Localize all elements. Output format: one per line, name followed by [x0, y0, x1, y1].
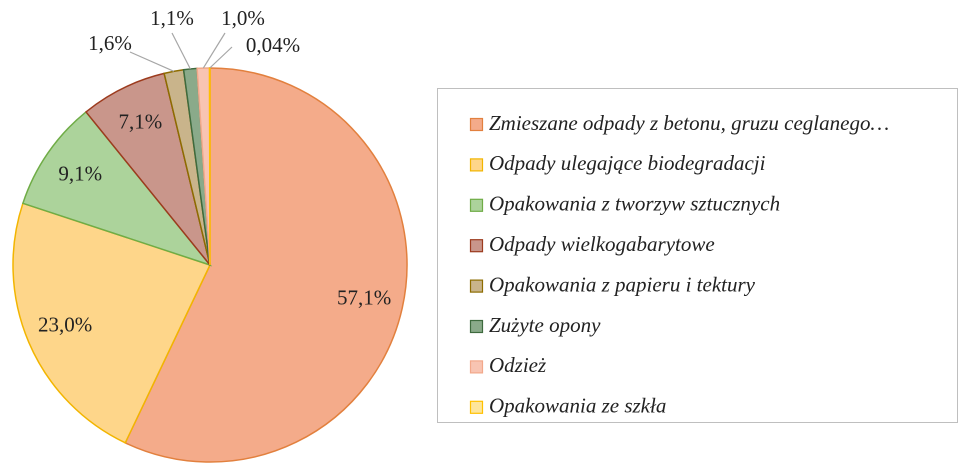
leader-line	[171, 32, 191, 70]
legend-marker	[469, 400, 484, 414]
legend-label: Zmieszane odpady z betonu, gruzu ceglane…	[489, 111, 889, 135]
legend-marker	[469, 198, 484, 212]
pie-slice	[21, 110, 213, 267]
legend-marker	[469, 158, 484, 172]
legend-label: Opakowania z tworzyw sztucznych	[489, 192, 780, 216]
legend-marker	[469, 239, 484, 253]
legend-marker	[469, 319, 484, 334]
data-label: 1,0%	[221, 6, 265, 30]
pie-slice	[12, 202, 212, 444]
leader-line	[209, 46, 233, 69]
leader-line	[129, 51, 175, 72]
pie-slice	[124, 67, 408, 463]
data-label: 1,6%	[88, 31, 132, 55]
legend-label: Opakowania ze szkła	[489, 394, 666, 418]
legend-label: Odpady wielkogabarytowe	[489, 232, 715, 256]
legend-label: Odzież	[489, 353, 546, 377]
data-label: 57,1%	[337, 286, 391, 310]
leader-line	[202, 32, 226, 69]
data-label: 23,0%	[38, 313, 92, 337]
legend-marker	[469, 360, 484, 374]
data-label: 1,1%	[150, 6, 194, 30]
legend-marker	[469, 117, 484, 132]
data-label: 0,04%	[246, 33, 300, 57]
data-label: 9,1%	[58, 161, 102, 185]
legend-label: Zużyte opony	[489, 313, 601, 337]
legend-marker	[469, 279, 484, 293]
legend-box	[437, 88, 958, 423]
legend-label: Odpady ulegające biodegradacji	[489, 151, 766, 175]
data-label: 7,1%	[118, 109, 162, 133]
legend-label: Opakowania z papieru i tektury	[489, 272, 756, 296]
